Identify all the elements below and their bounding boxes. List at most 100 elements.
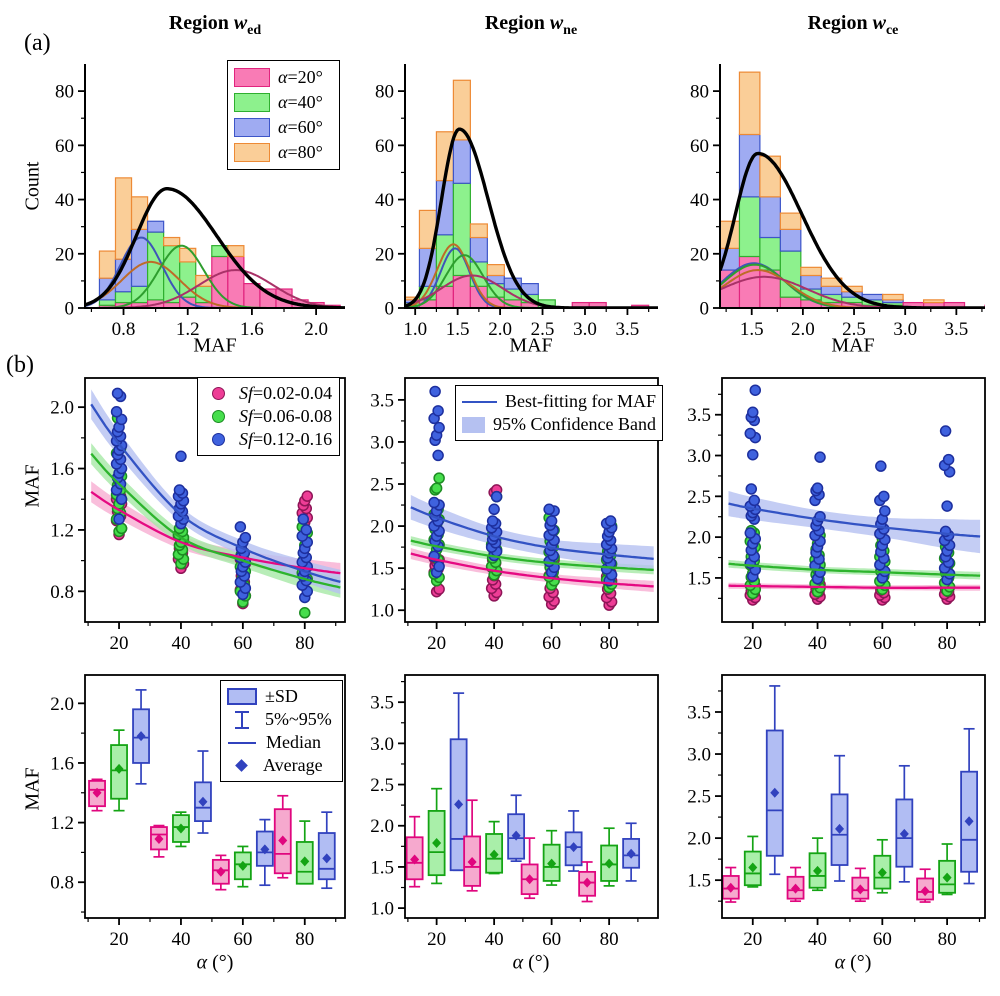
alpha60-swatch-icon bbox=[234, 118, 270, 137]
svg-text:60: 60 bbox=[233, 633, 252, 654]
legend-item-sf1: Sf=0.02-0.04 bbox=[204, 382, 333, 405]
svg-text:60: 60 bbox=[873, 929, 892, 950]
svg-text:1.6: 1.6 bbox=[50, 753, 74, 774]
svg-text:40: 40 bbox=[485, 929, 504, 950]
svg-text:60: 60 bbox=[542, 929, 561, 950]
panel-a-label: (a) bbox=[24, 30, 51, 56]
svg-text:20: 20 bbox=[427, 929, 446, 950]
svg-text:80: 80 bbox=[600, 633, 619, 654]
svg-text:0.8: 0.8 bbox=[112, 319, 136, 340]
svg-text:80: 80 bbox=[55, 82, 74, 103]
scatter-region-wne-panel: 20 40 60 80 1.0 1.5 2.0 2.5 3.0 3.5 bbox=[370, 377, 659, 654]
svg-text:3.5: 3.5 bbox=[687, 702, 711, 723]
svg-text:3.0: 3.0 bbox=[370, 734, 394, 755]
hist-region-wce-panel: 1.5 2.0 2.5 3.0 3.5 0 20 40 60 80 bbox=[690, 64, 985, 340]
svg-text:80: 80 bbox=[690, 82, 709, 103]
average-diamond-icon bbox=[235, 759, 248, 772]
svg-text:20: 20 bbox=[55, 244, 74, 265]
svg-text:1.5: 1.5 bbox=[370, 857, 394, 878]
legend-item-alpha80: α=80° bbox=[234, 140, 333, 165]
xlabel-maf-3: MAF bbox=[831, 334, 875, 357]
svg-text:2.0: 2.0 bbox=[304, 319, 328, 340]
legend-sf: Sf=0.02-0.04 Sf=0.06-0.08 Sf=0.12-0.16 bbox=[197, 377, 340, 456]
svg-text:0.8: 0.8 bbox=[50, 873, 74, 894]
svg-text:2.0: 2.0 bbox=[488, 319, 512, 340]
svg-text:20: 20 bbox=[375, 244, 394, 265]
ylabel-count: Count bbox=[21, 161, 44, 211]
svg-text:80: 80 bbox=[295, 929, 314, 950]
svg-text:2.0: 2.0 bbox=[687, 829, 711, 850]
legend-item-band: 95% Confidence Band bbox=[462, 413, 656, 436]
legend-box: ±SD 5%~95% Median Average bbox=[220, 680, 343, 782]
svg-text:80: 80 bbox=[295, 633, 314, 654]
svg-text:3.0: 3.0 bbox=[573, 319, 597, 340]
svg-text:1.6: 1.6 bbox=[240, 319, 264, 340]
svg-text:3.5: 3.5 bbox=[687, 405, 711, 426]
sf3-dot-icon bbox=[212, 433, 225, 446]
legend-item-sf3: Sf=0.12-0.16 bbox=[204, 428, 333, 451]
svg-text:2.5: 2.5 bbox=[687, 487, 711, 508]
legend-item-average: Average bbox=[227, 754, 336, 777]
confidence-band-icon bbox=[462, 416, 486, 433]
scatter-region-wce-panel: 20 40 60 80 1.5 2.0 2.5 3.0 3.5 bbox=[687, 377, 986, 654]
svg-text:20: 20 bbox=[743, 929, 762, 950]
legend-item-alpha40: α=40° bbox=[234, 90, 333, 115]
svg-text:40: 40 bbox=[808, 929, 827, 950]
svg-text:2.5: 2.5 bbox=[370, 475, 394, 496]
bestfit-line-icon bbox=[462, 400, 497, 403]
svg-text:3.5: 3.5 bbox=[616, 319, 640, 340]
alpha20-swatch-icon bbox=[234, 68, 270, 87]
svg-text:80: 80 bbox=[938, 929, 957, 950]
svg-text:20: 20 bbox=[743, 633, 762, 654]
sf1-dot-icon bbox=[212, 387, 225, 400]
svg-text:1.0: 1.0 bbox=[403, 319, 427, 340]
svg-text:2.0: 2.0 bbox=[687, 528, 711, 549]
svg-text:40: 40 bbox=[808, 633, 827, 654]
xlabel-maf-1: MAF bbox=[193, 334, 237, 357]
title-region-wce: Region wce bbox=[807, 12, 899, 38]
legend-fit: Best-fitting for MAF 95% Confidence Band bbox=[455, 385, 663, 441]
box-region-wne-panel: 20 40 60 80 1.0 1.5 2.0 2.5 3.0 3.5 bbox=[370, 674, 659, 950]
svg-text:1.0: 1.0 bbox=[370, 899, 394, 920]
svg-text:60: 60 bbox=[233, 929, 252, 950]
legend-item-median: Median bbox=[227, 731, 336, 754]
ylabel-maf-box: MAF bbox=[21, 767, 44, 811]
svg-text:80: 80 bbox=[938, 633, 957, 654]
svg-text:2.0: 2.0 bbox=[50, 398, 74, 419]
svg-text:1.5: 1.5 bbox=[740, 319, 764, 340]
svg-text:0.8: 0.8 bbox=[50, 582, 74, 603]
svg-text:0: 0 bbox=[65, 299, 75, 320]
alpha80-swatch-icon bbox=[234, 143, 270, 162]
svg-text:1.2: 1.2 bbox=[50, 813, 74, 834]
svg-text:40: 40 bbox=[171, 929, 190, 950]
whisker-icon bbox=[235, 710, 249, 729]
svg-text:20: 20 bbox=[110, 929, 129, 950]
svg-text:80: 80 bbox=[600, 929, 619, 950]
svg-text:2.5: 2.5 bbox=[531, 319, 555, 340]
svg-text:40: 40 bbox=[171, 633, 190, 654]
legend-item-percentile: 5%~95% bbox=[227, 708, 336, 731]
ylabel-maf-scatter: MAF bbox=[21, 464, 44, 508]
svg-text:2.0: 2.0 bbox=[370, 517, 394, 538]
alpha40-swatch-icon bbox=[234, 93, 270, 112]
svg-text:0: 0 bbox=[700, 299, 710, 320]
svg-text:0: 0 bbox=[385, 299, 395, 320]
svg-text:2.0: 2.0 bbox=[791, 319, 815, 340]
svg-text:3.0: 3.0 bbox=[687, 446, 711, 467]
box-region-wce-panel: 20 40 60 80 1.5 2.0 2.5 3.0 3.5 bbox=[687, 674, 986, 950]
panel-b-label: (b) bbox=[6, 352, 34, 378]
svg-text:3.5: 3.5 bbox=[944, 319, 968, 340]
svg-text:1.5: 1.5 bbox=[446, 319, 470, 340]
hist-region-wne-panel: 1.0 1.5 2.0 2.5 3.0 3.5 0 20 40 60 80 bbox=[375, 64, 658, 340]
legend-item-sd: ±SD bbox=[227, 685, 336, 708]
legend-item-alpha60: α=60° bbox=[234, 115, 333, 140]
svg-text:40: 40 bbox=[485, 633, 504, 654]
box-region-wed-panel: 20 40 60 80 0.8 1.2 1.6 2.0 bbox=[50, 674, 346, 950]
svg-text:20: 20 bbox=[110, 633, 129, 654]
svg-text:40: 40 bbox=[55, 190, 74, 211]
median-line-icon bbox=[228, 741, 256, 744]
svg-text:20: 20 bbox=[427, 633, 446, 654]
svg-text:40: 40 bbox=[375, 190, 394, 211]
svg-text:60: 60 bbox=[375, 136, 394, 157]
svg-text:20: 20 bbox=[690, 244, 709, 265]
